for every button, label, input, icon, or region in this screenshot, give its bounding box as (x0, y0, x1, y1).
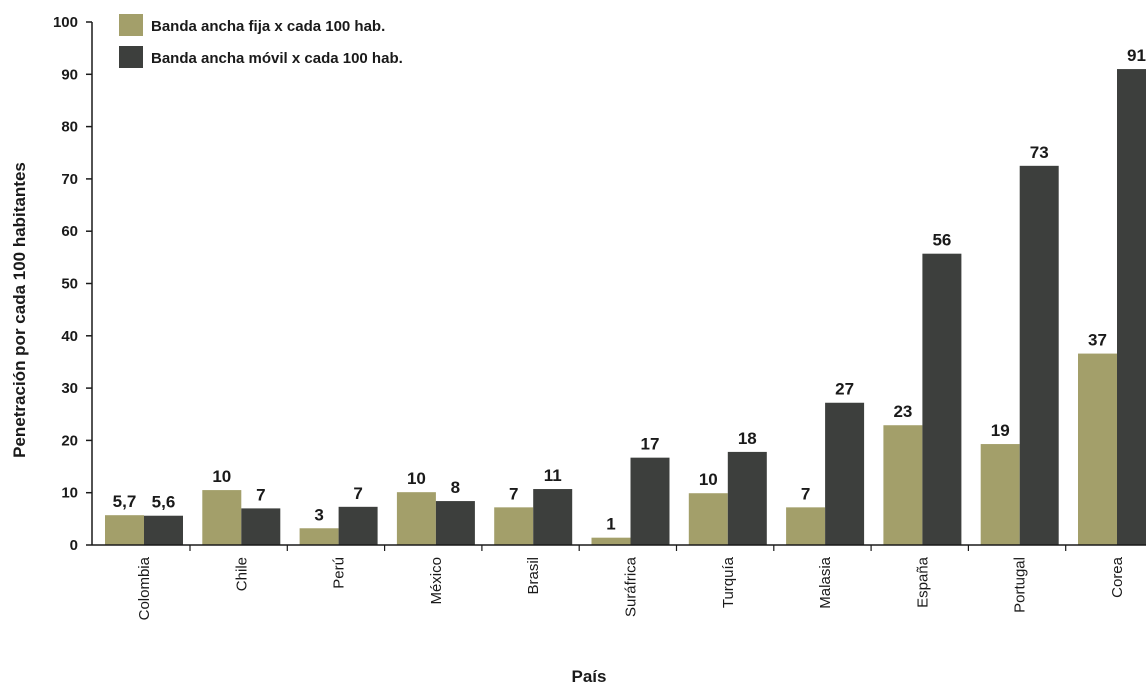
bar-value-label: 23 (893, 402, 912, 421)
bar-value-label: 7 (353, 484, 362, 503)
bar (1019, 165, 1059, 545)
bar-value-label: 5,7 (113, 492, 137, 511)
y-axis-ticks: 0 10 20 30 40 50 60 70 80 90 100 (53, 14, 92, 554)
x-tick-label: Brasil (525, 557, 542, 595)
bar (144, 515, 183, 545)
bar-value-label: 1 (606, 515, 615, 534)
bar-value-label: 11 (544, 466, 562, 485)
y-tick-label: 90 (61, 66, 78, 83)
bar (727, 451, 767, 545)
x-axis-ticks: Colombia Chile Perú México Brasil Suráfrica Tu… (136, 545, 1126, 620)
bar-value-label: 10 (212, 467, 231, 486)
bar (1078, 353, 1117, 545)
bar (105, 515, 144, 545)
x-tick-label: México (428, 557, 445, 605)
bar (1117, 69, 1146, 545)
bar-value-label: 19 (991, 421, 1010, 440)
y-tick-label: 70 (61, 171, 78, 188)
x-tick-label: Portugal (1012, 557, 1029, 613)
bar-value-label: 37 (1088, 331, 1107, 350)
y-tick-label: 10 (61, 485, 78, 502)
bar (922, 253, 962, 545)
x-tick-label: España (914, 556, 931, 608)
y-tick-label: 60 (61, 223, 78, 240)
bar (299, 528, 339, 545)
bar-value-label: 10 (699, 470, 718, 489)
bar (396, 492, 436, 545)
bar-value-label: 27 (835, 380, 854, 399)
y-tick-label: 50 (61, 276, 78, 293)
bar-value-label: 73 (1030, 143, 1049, 162)
bar-value-label: 3 (314, 505, 323, 524)
bar (494, 507, 534, 545)
x-tick-label: Turquía (720, 556, 737, 608)
bar (435, 501, 475, 545)
bar-value-label: 18 (738, 429, 757, 448)
y-tick-label: 40 (61, 328, 78, 345)
bar (338, 506, 378, 545)
x-tick-label: Colombia (136, 556, 153, 620)
x-tick-label: Corea (1109, 556, 1126, 598)
x-tick-label: Perú (331, 557, 348, 589)
y-tick-label: 100 (53, 14, 78, 31)
bar (688, 493, 728, 545)
legend: Banda ancha fija x cada 100 hab. Banda a… (119, 14, 403, 68)
legend-swatch-fixed (119, 14, 143, 36)
bar (202, 490, 242, 545)
y-axis-title: Penetración por cada 100 habitantes (10, 162, 29, 458)
bar (630, 457, 670, 545)
y-tick-label: 20 (61, 432, 78, 449)
bar (533, 489, 573, 545)
y-tick-label: 80 (61, 119, 78, 136)
x-axis-title: País (572, 667, 607, 686)
y-tick-label: 0 (70, 537, 78, 554)
bar-value-label: 8 (451, 478, 460, 497)
y-tick-label: 30 (61, 380, 78, 397)
x-tick-label: Suráfrica (623, 556, 640, 617)
bars (105, 69, 1146, 545)
legend-swatch-mobile (119, 46, 143, 68)
bar-value-label: 17 (641, 435, 660, 454)
bar-value-label: 56 (932, 231, 951, 250)
bar-value-label: 91 (1127, 46, 1146, 65)
bar-value-label: 5,6 (152, 493, 176, 512)
bar-value-label: 7 (256, 485, 265, 504)
bar (825, 402, 865, 545)
legend-label-mobile: Banda ancha móvil x cada 100 hab. (151, 50, 403, 67)
bar-value-label: 10 (407, 469, 426, 488)
bar (591, 537, 631, 545)
bar (980, 444, 1020, 545)
bar (883, 425, 923, 545)
bar (786, 507, 826, 545)
bar-value-label: 7 (801, 484, 810, 503)
x-tick-label: Malasia (817, 556, 834, 608)
bar-value-label: 7 (509, 484, 518, 503)
legend-label-fixed: Banda ancha fija x cada 100 hab. (151, 18, 385, 35)
x-tick-label: Chile (233, 557, 250, 591)
bar (241, 508, 281, 545)
